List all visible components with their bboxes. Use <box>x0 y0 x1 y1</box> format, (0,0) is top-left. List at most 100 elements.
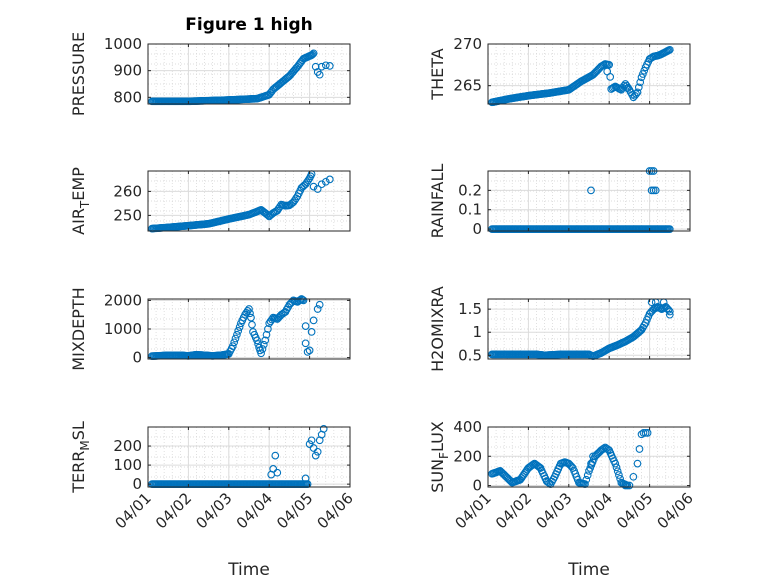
data-point <box>258 345 267 353</box>
data-point <box>301 474 310 483</box>
y-axis-label-main: TERR <box>69 451 88 494</box>
data-point <box>633 459 642 468</box>
y-tick-label: 250 <box>113 206 142 224</box>
y-tick-label: 900 <box>113 62 142 80</box>
y-tick-label: 1.5 <box>458 300 482 318</box>
x-tick-label: 04/04 <box>233 489 276 532</box>
y-tick-label: 0.1 <box>458 201 482 219</box>
data-point <box>261 336 270 345</box>
data-point <box>643 429 652 437</box>
x-axis-label: Time <box>567 560 610 580</box>
y-tick-label: 800 <box>113 88 142 106</box>
data-point <box>246 309 254 318</box>
y-tick-label: 0.5 <box>458 346 482 364</box>
data-point <box>613 467 622 476</box>
y-tick-label: 200 <box>113 437 142 455</box>
data-point <box>641 429 650 437</box>
data-point <box>640 66 649 75</box>
subplot-air_temp: 250 260 AIRTEMP <box>69 167 351 235</box>
y-axis-label-subscript: T <box>78 200 92 209</box>
data-point <box>587 459 595 468</box>
data-point <box>636 78 645 87</box>
y-tick-label: 0 <box>132 349 142 367</box>
data-point <box>665 225 674 233</box>
data-point <box>618 84 627 92</box>
data-point <box>623 84 632 93</box>
data-point <box>325 62 334 70</box>
x-tick-label: 04/01 <box>112 489 155 532</box>
data-point <box>632 90 640 98</box>
data-point <box>611 459 620 468</box>
data-point <box>308 50 317 59</box>
x-tick-label: 04/01 <box>452 489 495 532</box>
data-point <box>304 176 313 185</box>
y-axis-label-subscript: F <box>437 452 451 459</box>
subplot-mixdepth: 0 1000 2000 MIXDEPTH <box>69 287 351 371</box>
x-tick-label: 04/03 <box>192 489 235 532</box>
data-point <box>325 175 334 184</box>
data-point <box>269 465 278 473</box>
data-point <box>245 305 253 313</box>
y-axis-label-main: AIR <box>69 208 88 235</box>
data-point <box>298 295 307 304</box>
data-point <box>647 186 656 195</box>
data-point <box>262 330 271 339</box>
data-point <box>639 429 648 437</box>
data-point <box>301 322 310 330</box>
data-point <box>309 444 318 452</box>
y-axis-label: MIXDEPTH <box>69 287 88 370</box>
data-point <box>233 330 241 339</box>
axes-frame <box>487 43 691 105</box>
data-point <box>313 185 322 193</box>
y-axis-label-tail: SL <box>69 421 88 440</box>
y-tick-label: 100 <box>113 456 142 474</box>
data-point <box>315 70 324 79</box>
data-point <box>273 468 282 477</box>
x-tick-label: 04/06 <box>654 489 697 532</box>
subplot-pressure: 800 900 1000 PRESSURE Figure 1 high <box>69 15 351 116</box>
data-point <box>665 307 674 316</box>
data-point <box>649 186 658 195</box>
data-point <box>612 463 621 472</box>
data-point <box>299 296 308 305</box>
axes-frame <box>487 426 691 488</box>
data-point <box>623 481 632 490</box>
data-point <box>634 83 643 92</box>
data-point <box>583 471 592 480</box>
data-point <box>616 474 624 483</box>
x-tick-label: 04/02 <box>492 489 535 532</box>
data-point <box>259 340 268 349</box>
axes-frame <box>487 298 691 360</box>
data-point <box>599 60 608 69</box>
data-point <box>621 481 630 490</box>
subplot-h2omixra: 0.5 1 1.5 H2OMIXRA <box>428 286 691 372</box>
data-point <box>313 447 322 456</box>
data-point <box>247 313 255 322</box>
y-axis-label: SUNFLUX <box>428 421 451 493</box>
y-axis-label-tail: EMP <box>69 167 88 201</box>
axes-frame <box>147 170 351 232</box>
data-point <box>625 481 634 490</box>
data-point <box>228 342 237 350</box>
data-point <box>635 445 644 453</box>
data-point <box>321 177 330 186</box>
data-point <box>605 60 614 69</box>
y-tick-label: 265 <box>453 77 482 95</box>
data-point <box>301 339 310 348</box>
y-axis-label: TERRMSL <box>69 421 92 494</box>
data-point <box>317 62 326 71</box>
data-point <box>599 444 608 453</box>
data-point <box>307 328 316 336</box>
axes-frame <box>487 170 691 232</box>
y-tick-label: 400 <box>453 418 482 436</box>
data-point <box>264 325 272 333</box>
data-point <box>248 320 256 329</box>
y-tick-label: 0.2 <box>458 181 482 199</box>
data-point <box>243 307 252 315</box>
data-point <box>303 348 312 356</box>
y-axis-label: AIRTEMP <box>69 167 92 235</box>
x-axis-label: Time <box>227 560 270 580</box>
data-point <box>589 452 597 461</box>
data-point <box>664 306 673 314</box>
